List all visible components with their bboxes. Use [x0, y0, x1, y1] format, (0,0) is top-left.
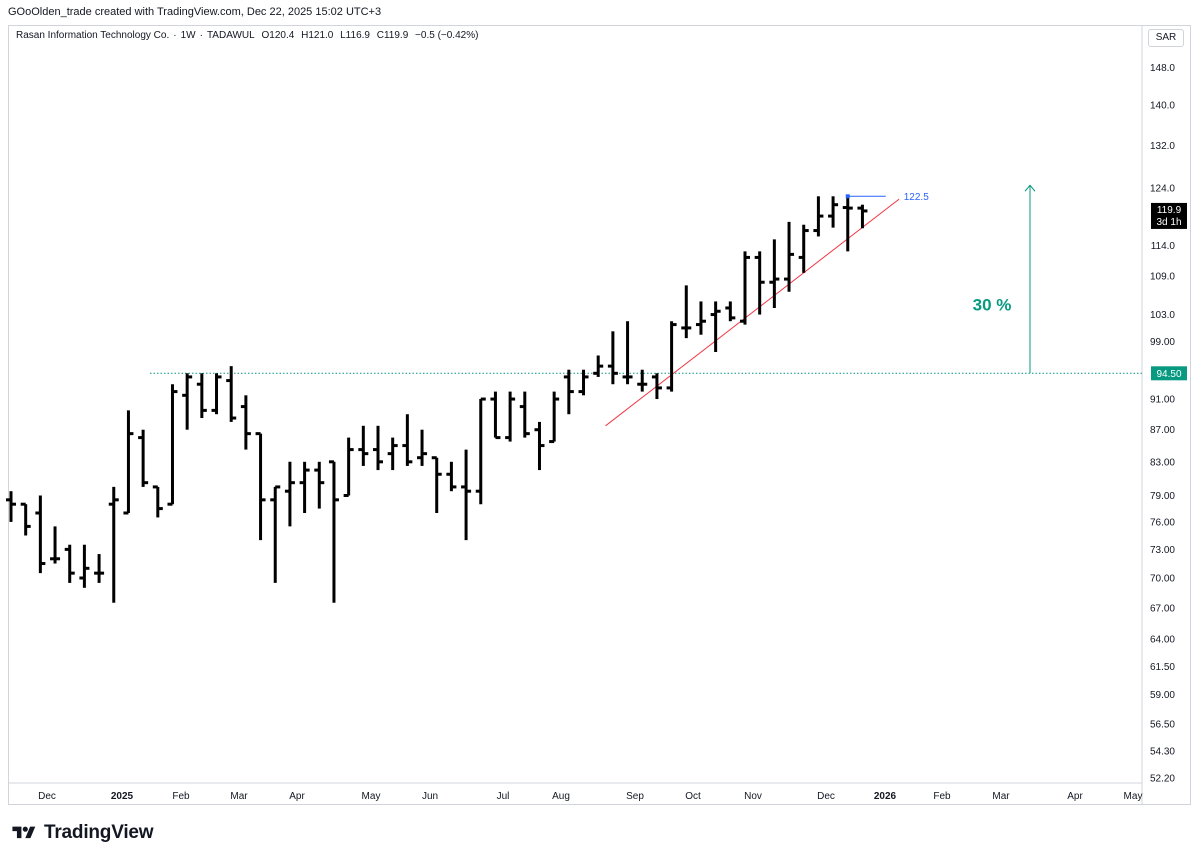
- x-tick-label: Jun: [422, 791, 438, 802]
- x-tick-label: 2025: [111, 791, 134, 802]
- y-tick-label: 59.00: [1150, 690, 1175, 701]
- y-tick-label: 124.0: [1150, 184, 1175, 195]
- x-tick-label: Sep: [626, 791, 644, 802]
- x-tick-label: Oct: [685, 791, 701, 802]
- chart-frame: [8, 25, 1191, 805]
- y-tick-label: 73.00: [1150, 545, 1175, 556]
- x-tick-label: Apr: [1067, 791, 1083, 802]
- y-tick-label: 83.00: [1150, 457, 1175, 468]
- x-tick-label: Dec: [38, 791, 56, 802]
- y-tick-label: 109.0: [1150, 271, 1175, 282]
- y-tick-label: 103.0: [1150, 310, 1175, 321]
- y-tick-label: 54.30: [1150, 747, 1175, 758]
- y-tick-label: 79.00: [1150, 491, 1175, 502]
- high-value: H121.0: [301, 30, 334, 41]
- x-tick-label: May: [362, 791, 381, 802]
- low-value: L116.9: [340, 30, 370, 41]
- y-tick-label: 76.00: [1150, 517, 1175, 528]
- y-tick-label: 70.00: [1150, 574, 1175, 585]
- y-tick-label: 61.50: [1150, 662, 1175, 673]
- x-tick-label: Mar: [992, 791, 1010, 802]
- level-price-badge: [1151, 366, 1187, 381]
- tradingview-logo: TradingView: [10, 821, 154, 845]
- x-tick-label: Mar: [230, 791, 248, 802]
- x-tick-label: Jul: [497, 791, 510, 802]
- tradingview-brand: TradingView: [44, 822, 154, 843]
- x-tick-label: 2026: [874, 791, 897, 802]
- exchange-label: TADAWUL: [206, 30, 255, 41]
- currency-button[interactable]: SAR: [1148, 29, 1184, 47]
- target-marker-label: 122.5: [904, 192, 929, 203]
- y-tick-label: 99.00: [1150, 337, 1175, 348]
- measure-percent-label: 30 %: [973, 296, 1012, 315]
- x-tick-label: Feb: [172, 791, 190, 802]
- x-tick-label: Aug: [552, 791, 570, 802]
- y-tick-label: 132.0: [1150, 141, 1175, 152]
- last-price-label: 119.9: [1157, 205, 1182, 216]
- y-tick-label: 56.50: [1150, 720, 1175, 731]
- x-tick-label: May: [1124, 791, 1143, 802]
- target-marker-dot: [845, 194, 850, 199]
- open-value: O120.4: [261, 30, 295, 41]
- change-value: −0.5 (−0.42%): [415, 30, 479, 41]
- x-tick-label: Nov: [744, 791, 762, 802]
- last-price-badge: [1151, 202, 1187, 229]
- y-tick-label: 140.0: [1150, 101, 1175, 112]
- x-tick-label: Dec: [817, 791, 835, 802]
- y-tick-label: 148.0: [1150, 63, 1175, 74]
- y-tick-label: 87.00: [1150, 425, 1175, 436]
- support-trendline: [605, 198, 900, 427]
- close-value: C119.9: [376, 30, 409, 41]
- y-tick-label: 67.00: [1150, 603, 1175, 614]
- x-tick-label: Apr: [289, 791, 305, 802]
- measure-arrow-head: [1024, 184, 1036, 192]
- symbol-name: Rasan Information Technology Co.: [16, 30, 170, 41]
- y-tick-label: 52.20: [1150, 774, 1175, 785]
- chart-credit: GOoOlden_trade created with TradingView.…: [8, 6, 382, 18]
- symbol-legend: Rasan Information Technology Co. · 1W · TADA…: [16, 30, 479, 41]
- y-tick-label: 114.0: [1151, 241, 1176, 252]
- level-price-label: 94.50: [1156, 369, 1181, 380]
- y-tick-label: 91.00: [1150, 395, 1175, 406]
- tradingview-logo-icon: [12, 826, 36, 839]
- y-tick-label: 64.00: [1150, 635, 1175, 646]
- x-tick-label: Feb: [933, 791, 951, 802]
- interval-label: 1W: [180, 30, 196, 41]
- last-price-countdown: 3d 1h: [1156, 217, 1181, 228]
